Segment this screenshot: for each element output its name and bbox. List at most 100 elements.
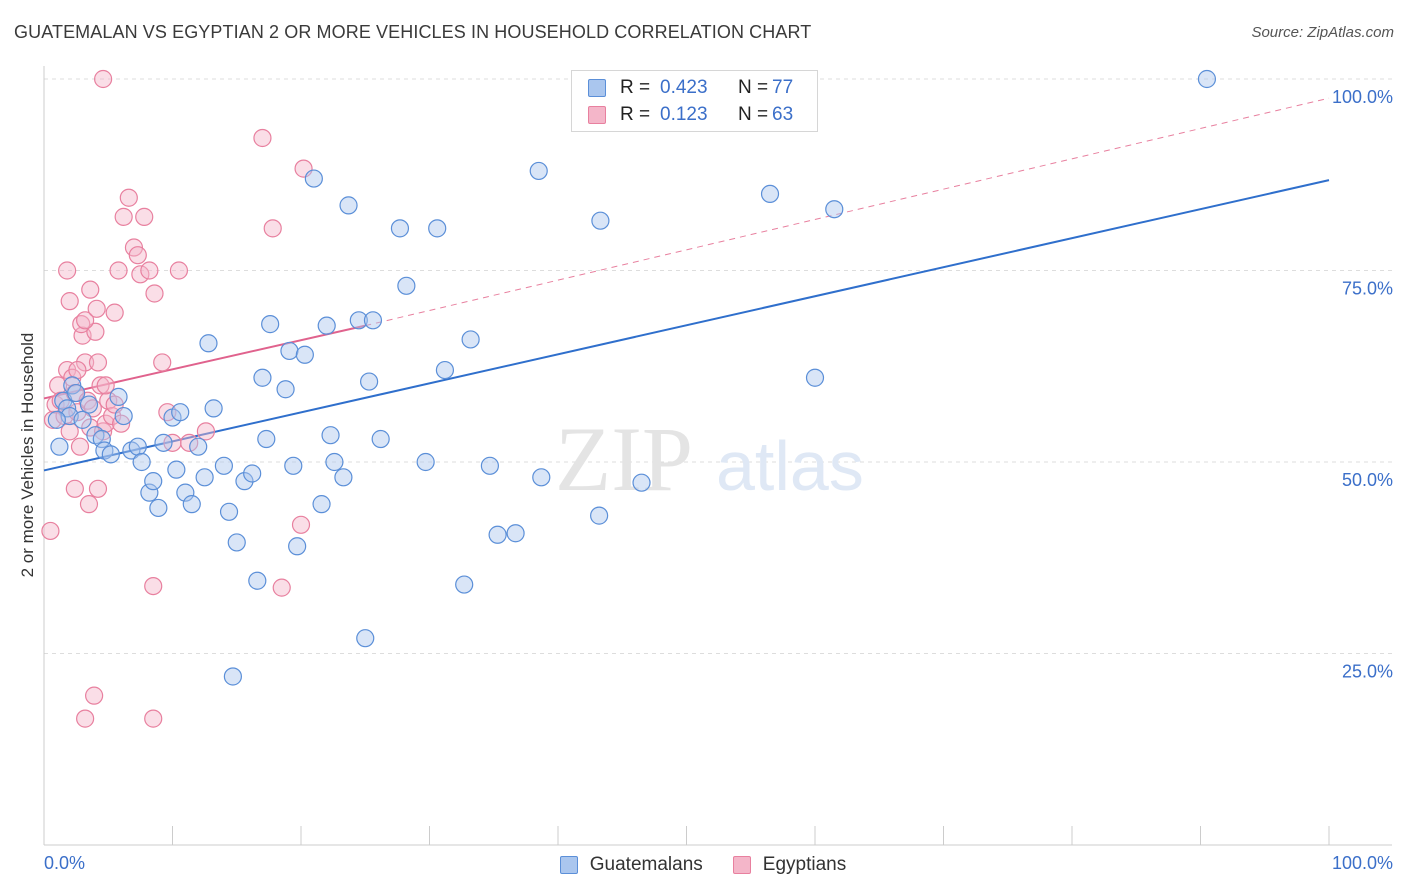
tick-labels: 25.0% 50.0% 75.0% 100.0% 0.0% 100.0%	[44, 87, 1393, 873]
point-guatemalans	[171, 403, 190, 422]
point-guatemalans	[140, 483, 159, 502]
watermark: ZIP atlas	[555, 408, 864, 510]
point-guatemalans	[455, 575, 474, 594]
legend-row-egyptians: R = 0.123 N = 63	[588, 103, 842, 127]
point-egyptians	[76, 709, 95, 728]
point-egyptians	[88, 479, 108, 498]
point-egyptians	[144, 576, 163, 596]
point-guatemalans	[219, 502, 239, 521]
axes	[43, 66, 1392, 846]
point-guatemalans	[50, 437, 69, 456]
point-guatemalans	[825, 200, 844, 219]
point-guatemalans	[760, 184, 780, 203]
data-points	[41, 69, 1217, 728]
point-egyptians	[76, 311, 95, 330]
point-guatemalans	[199, 334, 218, 353]
point-guatemalans	[317, 316, 336, 335]
legend-r-label: R =	[620, 104, 651, 125]
point-guatemalans	[506, 524, 525, 543]
point-guatemalans	[632, 473, 651, 492]
point-guatemalans	[529, 161, 548, 181]
trend-line-egyptians-extension	[365, 97, 1330, 327]
point-egyptians	[253, 128, 272, 148]
legend-n-value: 77	[772, 77, 794, 98]
point-guatemalans	[204, 399, 223, 418]
point-guatemalans	[235, 472, 254, 491]
point-egyptians	[263, 219, 282, 238]
point-guatemalans	[1197, 69, 1217, 89]
point-egyptians	[105, 303, 124, 322]
legend-item-guatemalans[interactable]: Guatemalans	[559, 854, 703, 876]
point-guatemalans	[591, 211, 610, 230]
point-guatemalans	[144, 472, 163, 491]
grid-lines	[44, 78, 1392, 654]
point-guatemalans	[284, 456, 303, 475]
point-guatemalans	[363, 311, 383, 330]
point-egyptians	[58, 261, 77, 280]
legend-swatch-blue	[588, 79, 606, 97]
point-guatemalans	[805, 368, 825, 387]
point-egyptians	[144, 709, 163, 728]
point-guatemalans	[67, 383, 86, 403]
point-guatemalans	[243, 464, 262, 483]
y-tick-label: 100.0%	[1332, 87, 1393, 107]
point-guatemalans	[114, 406, 133, 426]
point-egyptians	[87, 299, 106, 318]
point-guatemalans	[435, 360, 455, 380]
y-tick-label: 50.0%	[1342, 470, 1393, 490]
watermark-atlas: atlas	[716, 427, 864, 505]
legend-label-egyptians: Egyptians	[762, 854, 847, 875]
point-guatemalans	[223, 667, 242, 686]
point-guatemalans	[428, 219, 447, 238]
legend-row-guatemalans: R = 0.423 N = 77	[588, 76, 842, 100]
point-egyptians	[85, 686, 104, 705]
legend-n-label: N =	[738, 77, 769, 98]
legend-r-value: 0.423	[660, 77, 708, 98]
point-guatemalans	[397, 276, 416, 295]
point-guatemalans	[195, 468, 214, 487]
watermark-zip: ZIP	[555, 408, 693, 510]
point-guatemalans	[356, 629, 375, 648]
y-tick-label: 75.0%	[1342, 279, 1393, 299]
point-egyptians	[169, 261, 189, 280]
point-guatemalans	[79, 395, 99, 414]
point-guatemalans	[128, 437, 147, 456]
point-egyptians	[131, 265, 150, 284]
y-tick-label: 25.0%	[1342, 662, 1393, 682]
legend-swatch-blue	[559, 856, 578, 874]
point-guatemalans	[325, 452, 344, 472]
point-guatemalans	[276, 380, 295, 399]
point-egyptians	[76, 353, 95, 372]
point-guatemalans	[154, 433, 173, 452]
point-guatemalans	[227, 533, 246, 552]
point-egyptians	[88, 353, 108, 372]
point-egyptians	[135, 207, 154, 226]
point-guatemalans	[47, 410, 66, 429]
x-tick-label-min: 0.0%	[44, 853, 85, 873]
point-egyptians	[180, 433, 199, 452]
point-guatemalans	[288, 537, 307, 556]
point-egyptians	[109, 261, 128, 280]
point-egyptians	[196, 422, 216, 441]
point-guatemalans	[334, 468, 353, 487]
point-guatemalans	[101, 445, 120, 464]
point-egyptians	[158, 403, 177, 422]
point-guatemalans	[109, 387, 128, 406]
x-tick-label-max: 100.0%	[1332, 853, 1393, 873]
point-egyptians	[153, 353, 172, 372]
point-egyptians	[68, 360, 87, 380]
point-guatemalans	[590, 506, 609, 525]
point-guatemalans	[176, 483, 195, 502]
point-egyptians	[140, 261, 159, 280]
point-guatemalans	[248, 571, 267, 590]
point-guatemalans	[312, 495, 331, 514]
point-egyptians	[145, 284, 164, 303]
legend-item-egyptians[interactable]: Egyptians	[732, 854, 847, 876]
point-egyptians	[60, 292, 79, 311]
legend-swatch-pink	[732, 856, 751, 874]
point-egyptians	[65, 479, 84, 498]
legend-n-label: N =	[738, 104, 769, 125]
point-egyptians	[91, 376, 110, 395]
point-guatemalans	[488, 525, 507, 544]
